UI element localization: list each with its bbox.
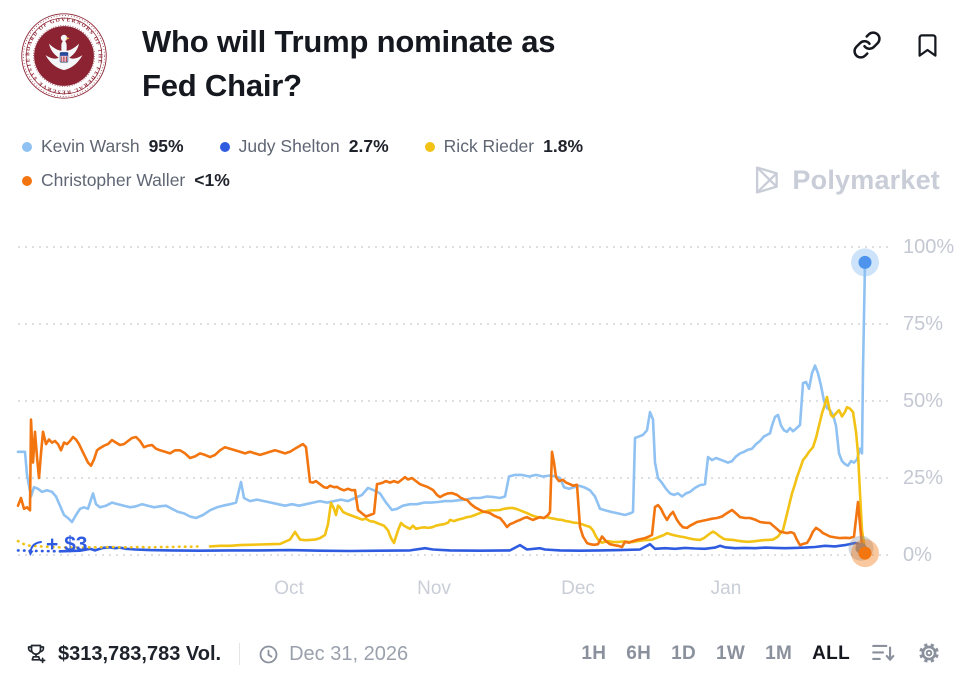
x-axis-label-oct: Oct <box>274 578 304 599</box>
legend-name: Judy Shelton <box>238 136 340 156</box>
range-button-1h[interactable]: 1H <box>581 643 607 664</box>
legend-value: <1% <box>194 170 230 190</box>
pnl-annotation-text: + $3 <box>46 533 88 556</box>
range-button-1m[interactable]: 1M <box>765 643 793 664</box>
legend-dot <box>219 141 230 152</box>
y-axis-label-75: 75% <box>903 313 944 335</box>
x-axis-label-dec: Dec <box>561 578 595 599</box>
legend-item-judy-shelton[interactable]: Judy Shelton 2.7% <box>219 136 389 157</box>
price-chart[interactable]: + $3 0% 25% 50% 75% 100% Oct Nov Dec Jan <box>0 225 956 615</box>
end-marker-kevin-warsh-end <box>858 255 872 269</box>
legend-value: 2.7% <box>348 136 389 156</box>
series-line-judy-shelton <box>58 541 867 553</box>
range-button-6h[interactable]: 6H <box>626 643 652 664</box>
legend-item-christopher-waller[interactable]: Christopher Waller <1% <box>22 170 230 191</box>
header-actions <box>852 30 942 62</box>
legend-dot <box>22 175 32 186</box>
chart-controls: 1H 6H 1D 1W 1M ALL <box>581 638 942 670</box>
x-axis-label-jan: Jan <box>710 578 742 599</box>
sort-list-icon <box>872 644 895 661</box>
trade-feed-button[interactable] <box>870 641 896 667</box>
y-axis-label-25: 25% <box>903 467 944 489</box>
link-icon <box>853 31 881 59</box>
legend-item-rick-rieder[interactable]: Rick Rieder 1.8% <box>424 136 584 157</box>
page-title: Who will Trump nominate as Fed Chair? <box>142 20 742 108</box>
legend-value: 1.8% <box>543 136 584 156</box>
legend-dot <box>424 141 435 152</box>
market-icon-fed-seal: BOARD OF GOVERNORS OF THE FEDERAL RESERV… <box>17 8 108 100</box>
chart-canvas[interactable] <box>0 225 956 615</box>
bookmark-icon <box>918 34 936 57</box>
bookmark-button[interactable] <box>912 30 942 62</box>
series-line-dotted-rick-rieder <box>16 539 202 549</box>
series-line-rick-rieder <box>208 395 867 551</box>
gear-icon <box>919 643 939 663</box>
footer-stats: $313,783,783 Vol. Dec 31, 2026 <box>24 638 408 670</box>
series-line-christopher-waller <box>16 418 867 555</box>
page-title-line2: Fed Chair? <box>142 68 302 103</box>
time-range-selector: 1H 6H 1D 1W 1M ALL <box>581 643 850 665</box>
chart-legend: Kevin Warsh 95% Judy Shelton 2.7% Rick Riede… <box>22 136 722 191</box>
end-date: Dec 31, 2026 <box>289 642 409 665</box>
range-button-1w[interactable]: 1W <box>716 643 746 664</box>
polymarket-logo-icon <box>756 166 779 194</box>
polymarket-wordmark: Polymarket <box>792 164 940 195</box>
legend-item-kevin-warsh[interactable]: Kevin Warsh 95% <box>22 136 184 157</box>
copy-link-button[interactable] <box>852 30 882 62</box>
curved-arrow-icon <box>28 541 42 556</box>
page-title-line1: Who will Trump nominate as <box>142 24 556 59</box>
y-axis-label-100: 100% <box>903 236 955 258</box>
series-line-dotted-judy-shelton <box>16 549 62 553</box>
legend-name: Christopher Waller <box>41 170 186 190</box>
range-button-all[interactable]: ALL <box>812 643 850 664</box>
y-axis-label-50: 50% <box>903 390 944 412</box>
chart-settings-button[interactable] <box>916 641 942 667</box>
x-axis-label-nov: Nov <box>417 578 451 599</box>
series-line-kevin-warsh <box>16 261 867 524</box>
range-button-1d[interactable]: 1D <box>671 643 697 664</box>
volume-value: $313,783,783 Vol. <box>58 642 222 665</box>
pnl-annotation: + $3 <box>28 533 87 557</box>
legend-value: 95% <box>148 136 184 156</box>
footer-divider <box>239 643 241 665</box>
polymarket-watermark: Polymarket <box>750 164 940 196</box>
y-axis-label-0: 0% <box>903 544 932 566</box>
federal-reserve-seal-icon: BOARD OF GOVERNORS OF THE FEDERAL RESERV… <box>17 8 107 99</box>
trophy-volume-icon <box>27 644 46 664</box>
clock-icon <box>259 645 278 663</box>
legend-dot <box>22 141 32 152</box>
legend-name: Rick Rieder <box>443 136 535 156</box>
end-marker-christopher-waller-end <box>858 546 872 560</box>
legend-name: Kevin Warsh <box>41 136 140 156</box>
